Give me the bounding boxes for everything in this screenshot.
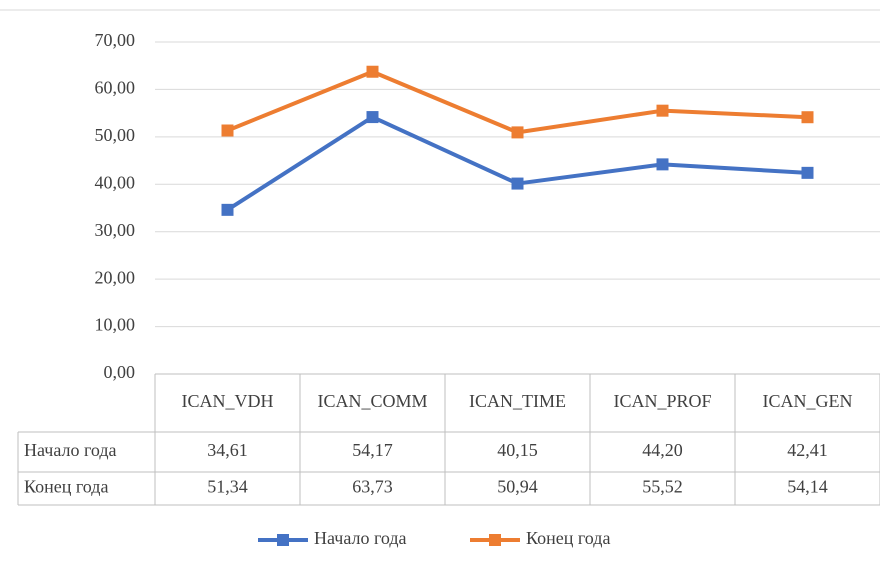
table-value: 54,17: [352, 440, 393, 460]
table-value: 54,14: [787, 477, 828, 497]
table-value: 55,52: [642, 477, 683, 497]
table-row-label: Конец года: [24, 477, 108, 497]
table-row-label: Начало года: [24, 440, 117, 460]
y-tick-label: 60,00: [95, 78, 136, 98]
table-value: 34,61: [207, 440, 248, 460]
y-tick-label: 10,00: [95, 315, 136, 335]
legend-label: Конец года: [526, 528, 610, 548]
marker: [366, 111, 379, 124]
marker: [656, 158, 669, 171]
marker: [511, 177, 524, 190]
legend-label: Начало года: [314, 528, 407, 548]
table-value: 63,73: [352, 477, 393, 497]
x-tick-label: ICAN_GEN: [763, 391, 853, 411]
legend-marker: [277, 534, 289, 546]
y-tick-label: 70,00: [95, 30, 136, 50]
table-value: 51,34: [207, 477, 248, 497]
marker: [221, 203, 234, 216]
table-value: 40,15: [497, 440, 538, 460]
y-tick-label: 20,00: [95, 267, 136, 287]
x-tick-label: ICAN_TIME: [469, 391, 566, 411]
y-tick-label: 50,00: [95, 125, 136, 145]
y-tick-label: 30,00: [95, 220, 136, 240]
marker: [801, 111, 814, 124]
y-tick-label: 40,00: [95, 172, 136, 192]
marker: [511, 126, 524, 139]
marker: [221, 124, 234, 137]
series-line: [226, 69, 808, 135]
x-tick-label: ICAN_VDH: [182, 391, 274, 411]
x-tick-label: ICAN_PROF: [613, 391, 711, 411]
table-value: 42,41: [787, 440, 828, 460]
marker: [656, 104, 669, 117]
x-tick-label: ICAN_COMM: [317, 391, 427, 411]
y-tick-label: 0,00: [104, 362, 136, 382]
marker: [801, 166, 814, 179]
legend-marker: [489, 534, 501, 546]
table-value: 44,20: [642, 440, 683, 460]
marker: [366, 65, 379, 78]
table-value: 50,94: [497, 477, 538, 497]
